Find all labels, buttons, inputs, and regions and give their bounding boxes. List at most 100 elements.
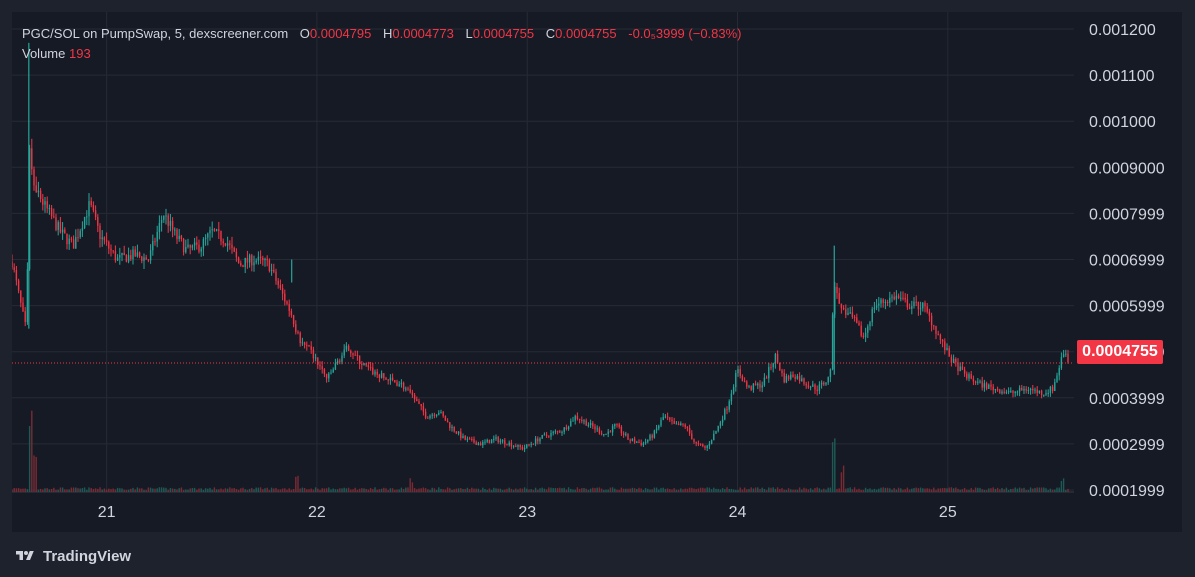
x-tick-label: 25 (939, 504, 957, 521)
candle-body (116, 257, 119, 261)
candle-body (389, 377, 392, 381)
candle-body (825, 382, 827, 385)
volume-bar (35, 456, 37, 492)
volume-bar (61, 487, 64, 492)
volume-bar (457, 488, 460, 492)
candle-body (563, 427, 565, 432)
candle-body (31, 148, 33, 170)
candle-body (1062, 354, 1065, 358)
candle-body (317, 357, 319, 365)
volume-bar (438, 487, 440, 492)
volume-bar (295, 476, 297, 492)
volume-bar (587, 490, 590, 492)
candle-body (330, 372, 332, 374)
candle-body (174, 229, 176, 231)
candle-body (347, 345, 350, 351)
volume-bar (904, 489, 906, 492)
candle-body (594, 426, 596, 430)
volume-bar (651, 489, 653, 492)
volume-bar (17, 488, 20, 492)
volume-bar (138, 488, 141, 492)
volume-bar (88, 487, 90, 492)
candle-body (537, 438, 539, 442)
volume-bar (495, 488, 497, 492)
candlestick-chart[interactable]: 0.00019990.00029990.00039990.00049990.00… (12, 12, 1182, 532)
volume-bar (277, 489, 279, 492)
candle-body (737, 369, 739, 374)
volume-bar (92, 488, 95, 492)
volume-bar (704, 488, 706, 492)
candle-body (761, 385, 763, 388)
volume-bar (941, 488, 944, 492)
candle-body (935, 325, 937, 334)
close-value: 0.0004755 (555, 26, 617, 41)
volume-bar (512, 489, 515, 492)
candle-body (108, 241, 110, 249)
candle-body (405, 388, 407, 390)
candle-body (941, 339, 944, 342)
volume-bar (1062, 478, 1065, 492)
volume-bar (550, 487, 552, 492)
volume-bar (418, 488, 420, 492)
candle-body (75, 237, 77, 249)
candle-body (548, 435, 550, 437)
candle-body (829, 369, 832, 378)
candle-body (178, 235, 180, 239)
volume-bar (334, 489, 337, 492)
candle-body (288, 303, 290, 311)
candle-body (152, 241, 154, 251)
volume-bar (308, 489, 310, 492)
volume-bar (614, 488, 616, 492)
candle-body (418, 401, 420, 404)
volume-bar (937, 488, 939, 492)
candle-body (455, 431, 458, 434)
candle-body (911, 306, 913, 309)
volume-bar (479, 490, 482, 492)
candle-body (1029, 388, 1032, 391)
candle-body (559, 431, 561, 433)
candle-body (1025, 388, 1027, 391)
candle-body (99, 225, 101, 240)
volume-bar (57, 489, 59, 492)
volume-bar (455, 488, 458, 492)
candle-body (510, 442, 513, 447)
volume-bar (215, 489, 218, 492)
candle-body (28, 148, 31, 270)
volume-bar (59, 487, 62, 492)
volume-bar (530, 489, 532, 492)
candle-body (972, 378, 975, 382)
volume-bar (204, 488, 207, 492)
volume-bar (858, 488, 860, 492)
candle-body (464, 435, 466, 440)
candle-body (724, 409, 726, 420)
volume-bar (618, 489, 620, 492)
volume-bar (981, 489, 983, 492)
candle-body (589, 423, 592, 426)
candle-body (77, 237, 79, 239)
chart-frame[interactable]: 0.00019990.00029990.00039990.00049990.00… (12, 12, 1182, 532)
candle-body (429, 415, 431, 419)
volume-bar (352, 489, 354, 492)
candle-body (895, 295, 898, 300)
volume-bar (345, 488, 348, 492)
volume-bar (680, 488, 682, 492)
volume-bar (627, 488, 629, 492)
tradingview-branding[interactable]: TradingView (12, 544, 131, 568)
volume-bar (233, 488, 235, 492)
candle-body (605, 434, 607, 436)
candle-body (240, 263, 242, 266)
candle-body (820, 382, 823, 385)
candle-body (376, 371, 378, 375)
candle-body (407, 388, 409, 390)
volume-bar (739, 487, 741, 492)
candle-body (653, 430, 656, 438)
volume-bar (297, 475, 299, 492)
volume-bar (72, 487, 75, 492)
volume-bar (119, 488, 121, 492)
volume-bar (699, 487, 702, 492)
volume-bar (15, 488, 18, 492)
candle-body (94, 210, 97, 218)
volume-bar (343, 487, 345, 492)
candle-body (578, 418, 581, 421)
volume-bar (966, 489, 968, 492)
